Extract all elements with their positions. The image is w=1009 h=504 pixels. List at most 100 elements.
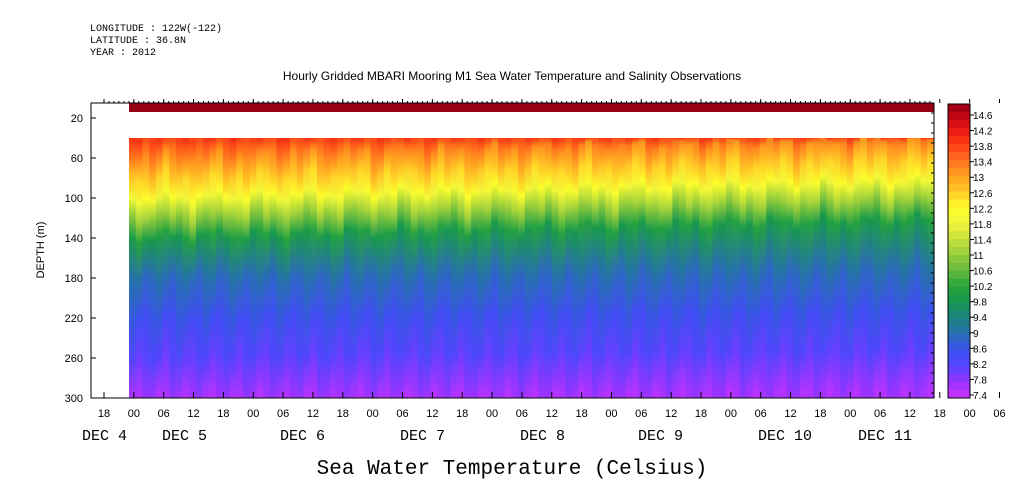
heatmap-cell — [833, 138, 841, 398]
heatmap-cell — [243, 138, 251, 398]
colorbar-swatch — [948, 104, 970, 113]
surface-band — [129, 103, 934, 112]
heatmap-cell — [565, 138, 573, 398]
colorbar-swatch — [948, 294, 970, 304]
heatmap-cell — [813, 138, 821, 398]
heatmap-cell — [752, 138, 761, 398]
x-hour-label: 00 — [247, 408, 259, 420]
heatmap-cell — [377, 138, 385, 398]
heatmap-cell — [853, 138, 861, 398]
heatmap-cell — [900, 138, 908, 398]
heatmap-cell — [283, 138, 291, 398]
heatmap-cell — [585, 138, 593, 398]
y-tick-label: 260 — [65, 353, 83, 365]
x-hour-label: 06 — [277, 408, 289, 420]
heatmap-cell — [303, 138, 311, 398]
heatmap-cell — [269, 138, 278, 398]
x-hour-label: 00 — [605, 408, 617, 420]
y-tick-label: 20 — [71, 113, 83, 125]
heatmap-cell — [363, 138, 372, 398]
heatmap-cell — [149, 138, 157, 398]
x-hour-label: 18 — [575, 408, 587, 420]
colorbar-swatch — [948, 167, 970, 177]
x-day-label: DEC 10 — [758, 428, 812, 445]
heatmap-cell — [336, 138, 345, 398]
heatmap-cell — [866, 138, 875, 398]
x-axis-label: Sea Water Temperature (Celsius) — [317, 458, 708, 481]
heatmap-cell — [162, 138, 170, 398]
colorbar-swatch — [948, 199, 970, 208]
x-hour-label: 12 — [187, 408, 199, 420]
heatmap-cell — [457, 138, 466, 398]
heatmap-cell — [249, 138, 258, 398]
heatmap-cell — [169, 138, 177, 398]
heatmap-cell — [290, 138, 298, 398]
heatmap-cell — [658, 138, 667, 398]
x-hour-label: 12 — [426, 408, 438, 420]
heatmap-cell — [887, 138, 895, 398]
colorbar-swatch — [948, 390, 970, 399]
colorbar-label: 11 — [973, 251, 984, 262]
colorbar-swatch — [948, 334, 970, 343]
heatmap-cell — [323, 138, 331, 398]
heatmap-cell — [779, 138, 788, 398]
x-hour-label: 06 — [755, 408, 767, 420]
x-hour-label: 12 — [665, 408, 677, 420]
heatmap-cell — [236, 138, 244, 398]
colorbar-swatch — [948, 231, 970, 240]
heatmap-cell — [383, 138, 392, 398]
heatmap-cell — [544, 138, 553, 398]
colorbar-swatch — [948, 358, 970, 367]
colorbar-swatch — [948, 151, 970, 161]
heatmap-cell — [578, 138, 586, 398]
x-hour-label: 00 — [367, 408, 379, 420]
y-axis: 20 60 100 140 180 220 260 300 — [65, 102, 934, 405]
colorbar-label: 8.2 — [973, 360, 987, 371]
heatmap-cell — [531, 138, 539, 398]
colorbar-label: 12.6 — [973, 189, 993, 200]
heatmap-cell — [484, 138, 492, 398]
heatmap-cell — [497, 138, 506, 398]
x-hour-label: 06 — [874, 408, 886, 420]
x-day-label: DEC 8 — [520, 428, 565, 445]
x-hour-label: 18 — [695, 408, 707, 420]
colorbar-label: 13.4 — [973, 158, 993, 169]
heatmap-cell — [357, 138, 365, 398]
heatmap-cell — [826, 138, 834, 398]
colorbar-label: 9.4 — [973, 313, 987, 324]
x-hour-label: 00 — [486, 408, 498, 420]
y-axis-label: DEPTH (m) — [35, 222, 47, 279]
heatmap-cell — [672, 138, 680, 398]
colorbar-swatch — [948, 207, 970, 216]
heatmap-cell — [310, 138, 318, 398]
colorbar-swatch — [948, 119, 970, 129]
heatmap-cell — [719, 138, 727, 398]
heatmap-cell — [316, 138, 325, 398]
plot-area — [129, 103, 935, 398]
heatmap-cell — [625, 138, 633, 398]
heatmap-cell — [893, 138, 902, 398]
heatmap-cell — [175, 138, 184, 398]
colorbar-swatch — [948, 143, 970, 153]
heatmap-cell — [504, 138, 512, 398]
heatmap-cell — [437, 138, 445, 398]
colorbar-swatch — [948, 342, 970, 351]
colorbar-label: 14.2 — [973, 127, 993, 138]
y-tick-label: 220 — [65, 313, 83, 325]
x-day-label: DEC 5 — [162, 428, 207, 445]
colorbar-swatch — [948, 135, 970, 145]
heatmap-cell — [645, 138, 653, 398]
x-hour-label: 18 — [814, 408, 826, 420]
colorbar: 14.6 14.2 13.8 13.4 13 12.6 12.2 11.8 11.4 11 10.6… — [947, 103, 993, 402]
colorbar-swatch — [948, 374, 970, 383]
heatmap-cell — [699, 138, 707, 398]
heatmap-cell — [155, 138, 164, 398]
heatmap-cell — [920, 138, 928, 398]
x-hour-label: 18 — [337, 408, 349, 420]
colorbar-swatch — [948, 350, 970, 359]
heatmap-cell — [819, 138, 828, 398]
colorbar-swatch — [948, 286, 970, 296]
x-day-label: DEC 6 — [280, 428, 325, 445]
heatmap-cell — [873, 138, 881, 398]
heatmap-cell — [799, 138, 808, 398]
